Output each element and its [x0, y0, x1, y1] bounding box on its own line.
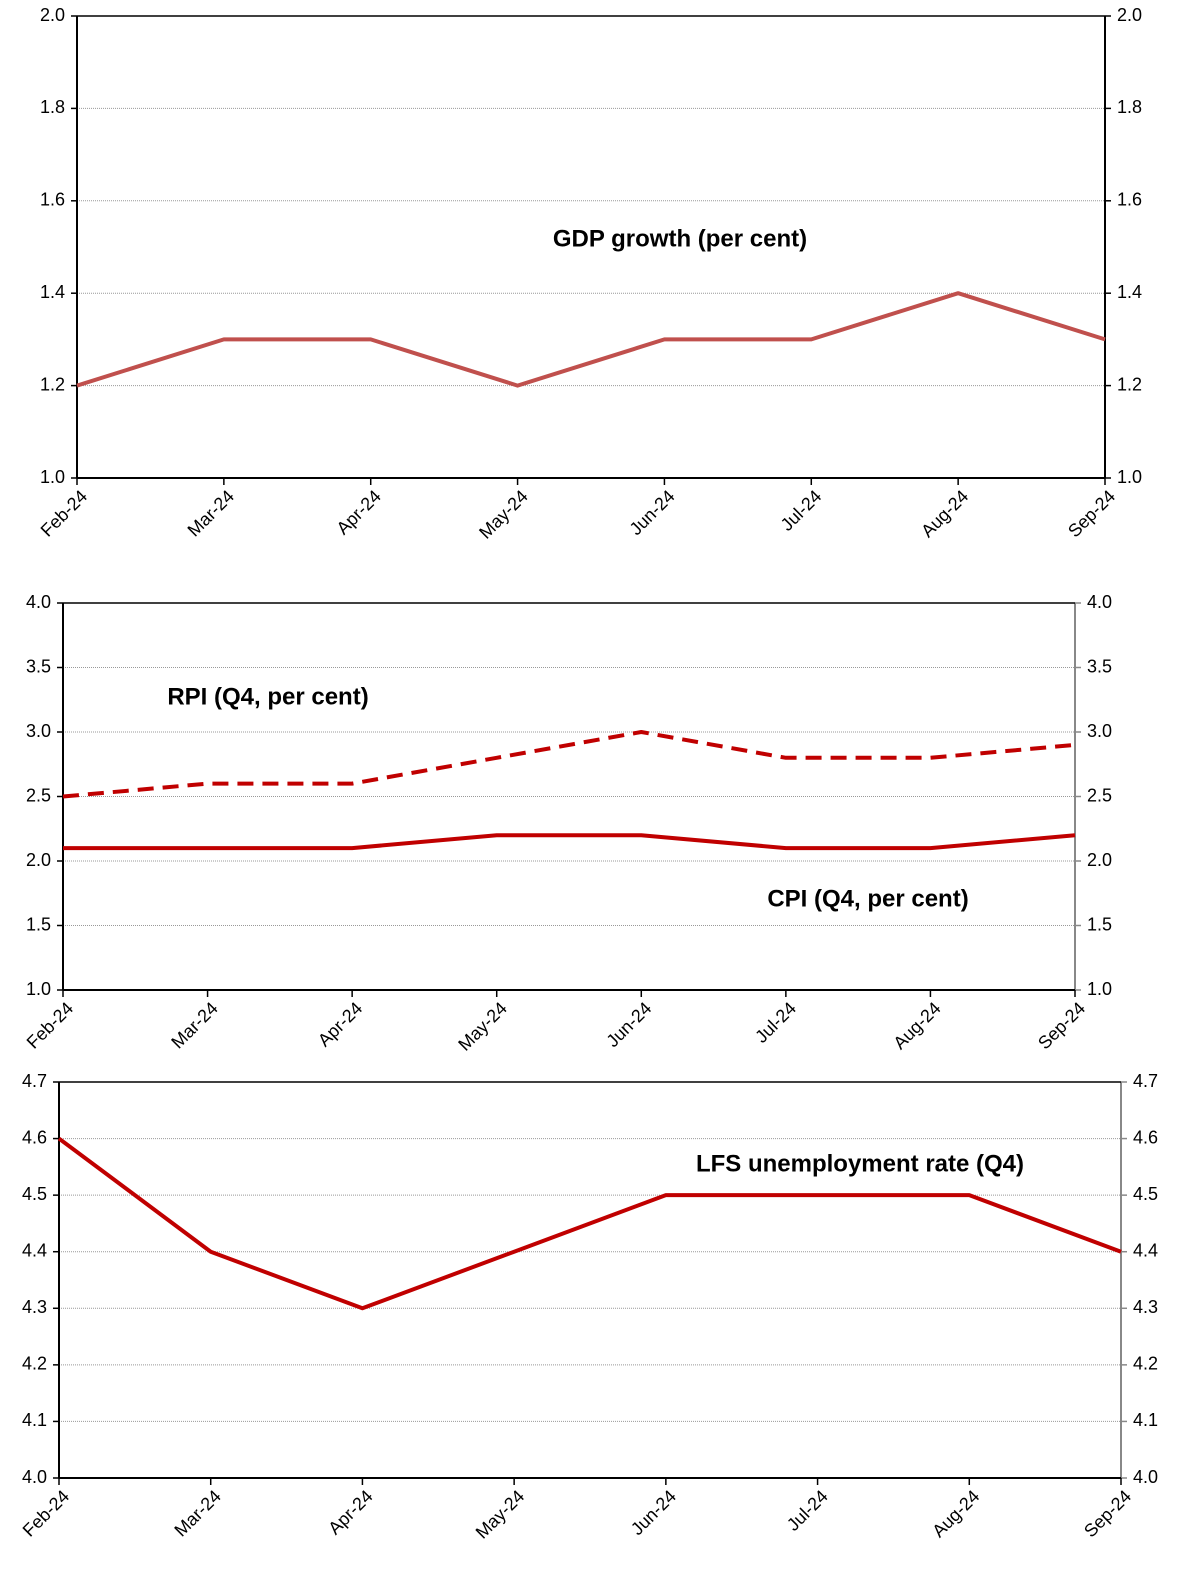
- x-tick-label: Apr-24: [333, 486, 385, 538]
- y2-tick-label: 2.0: [1087, 850, 1112, 870]
- x-tick-label: May-24: [472, 1486, 529, 1543]
- x-tick-label: Jun-24: [627, 1486, 680, 1539]
- x-tick-label: Jun-24: [602, 998, 655, 1051]
- y-tick-label: 3.0: [26, 721, 51, 741]
- x-tick-label: Feb-24: [19, 1486, 73, 1540]
- y2-tick-label: 1.5: [1087, 914, 1112, 934]
- y-tick-label: 4.2: [22, 1354, 47, 1374]
- y2-tick-label: 1.4: [1117, 282, 1142, 302]
- y-tick-label: 4.4: [22, 1240, 47, 1260]
- y-tick-label: 2.5: [26, 785, 51, 805]
- y2-tick-label: 2.0: [1117, 5, 1142, 25]
- y2-tick-label: 2.5: [1087, 785, 1112, 805]
- y-tick-label: 4.5: [22, 1184, 47, 1204]
- y2-tick-label: 4.1: [1133, 1410, 1158, 1430]
- x-tick-label: Jun-24: [626, 486, 679, 539]
- y2-tick-label: 4.0: [1133, 1467, 1158, 1487]
- y-tick-label: 4.0: [26, 592, 51, 612]
- y2-tick-label: 4.6: [1133, 1127, 1158, 1147]
- y-tick-label: 2.0: [26, 850, 51, 870]
- chart-title: LFS unemployment rate (Q4): [696, 1150, 1024, 1177]
- y2-tick-label: 1.2: [1117, 374, 1142, 394]
- x-tick-label: Mar-24: [184, 486, 238, 540]
- y-tick-label: 1.5: [26, 914, 51, 934]
- y2-tick-label: 4.7: [1133, 1071, 1158, 1091]
- x-tick-label: Sep-24: [1080, 1486, 1135, 1541]
- y-tick-label: 4.1: [22, 1410, 47, 1430]
- y2-tick-label: 1.0: [1117, 467, 1142, 487]
- x-tick-label: Sep-24: [1034, 998, 1089, 1053]
- y-tick-label: 3.5: [26, 656, 51, 676]
- y2-tick-label: 4.0: [1087, 592, 1112, 612]
- x-tick-label: Sep-24: [1064, 486, 1119, 541]
- y-tick-label: 1.4: [40, 282, 65, 302]
- x-tick-label: Mar-24: [170, 1486, 224, 1540]
- x-tick-label: Mar-24: [167, 998, 221, 1052]
- y-tick-label: 1.2: [40, 374, 65, 394]
- y-tick-label: 4.7: [22, 1071, 47, 1091]
- y2-tick-label: 1.8: [1117, 97, 1142, 117]
- y-tick-label: 1.6: [40, 190, 65, 210]
- y2-tick-label: 4.5: [1133, 1184, 1158, 1204]
- y2-tick-label: 4.3: [1133, 1297, 1158, 1317]
- x-tick-label: Feb-24: [37, 486, 91, 540]
- y-tick-label: 4.6: [22, 1127, 47, 1147]
- x-tick-label: Aug-24: [889, 998, 944, 1053]
- x-tick-label: May-24: [454, 998, 511, 1055]
- y2-tick-label: 3.5: [1087, 656, 1112, 676]
- y2-tick-label: 4.4: [1133, 1240, 1158, 1260]
- series-line: [76, 291, 1106, 388]
- y2-tick-label: 1.0: [1087, 979, 1112, 999]
- x-tick-label: Jul-24: [777, 486, 826, 535]
- y2-tick-label: 4.2: [1133, 1354, 1158, 1374]
- x-tick-label: Jul-24: [783, 1486, 832, 1535]
- y-tick-label: 2.0: [40, 5, 65, 25]
- y-tick-label: 1.0: [26, 979, 51, 999]
- x-tick-label: Apr-24: [314, 998, 366, 1050]
- x-tick-label: May-24: [475, 486, 532, 543]
- series-label: CPI (Q4, per cent): [767, 885, 968, 912]
- x-tick-label: Feb-24: [23, 998, 77, 1052]
- y2-tick-label: 1.6: [1117, 190, 1142, 210]
- x-tick-label: Aug-24: [917, 486, 972, 541]
- x-tick-label: Aug-24: [928, 1486, 983, 1541]
- y-tick-label: 4.3: [22, 1297, 47, 1317]
- y2-tick-label: 3.0: [1087, 721, 1112, 741]
- chart-title: GDP growth (per cent): [553, 225, 807, 252]
- series-label: RPI (Q4, per cent): [167, 683, 368, 710]
- series-line: [57, 1136, 1122, 1311]
- series-line: [63, 833, 1076, 851]
- x-tick-label: Jul-24: [751, 998, 800, 1047]
- series-line: [62, 730, 1076, 799]
- y-tick-label: 1.0: [40, 467, 65, 487]
- y-tick-label: 4.0: [22, 1467, 47, 1487]
- x-tick-label: Apr-24: [324, 1486, 376, 1538]
- y-tick-label: 1.8: [40, 97, 65, 117]
